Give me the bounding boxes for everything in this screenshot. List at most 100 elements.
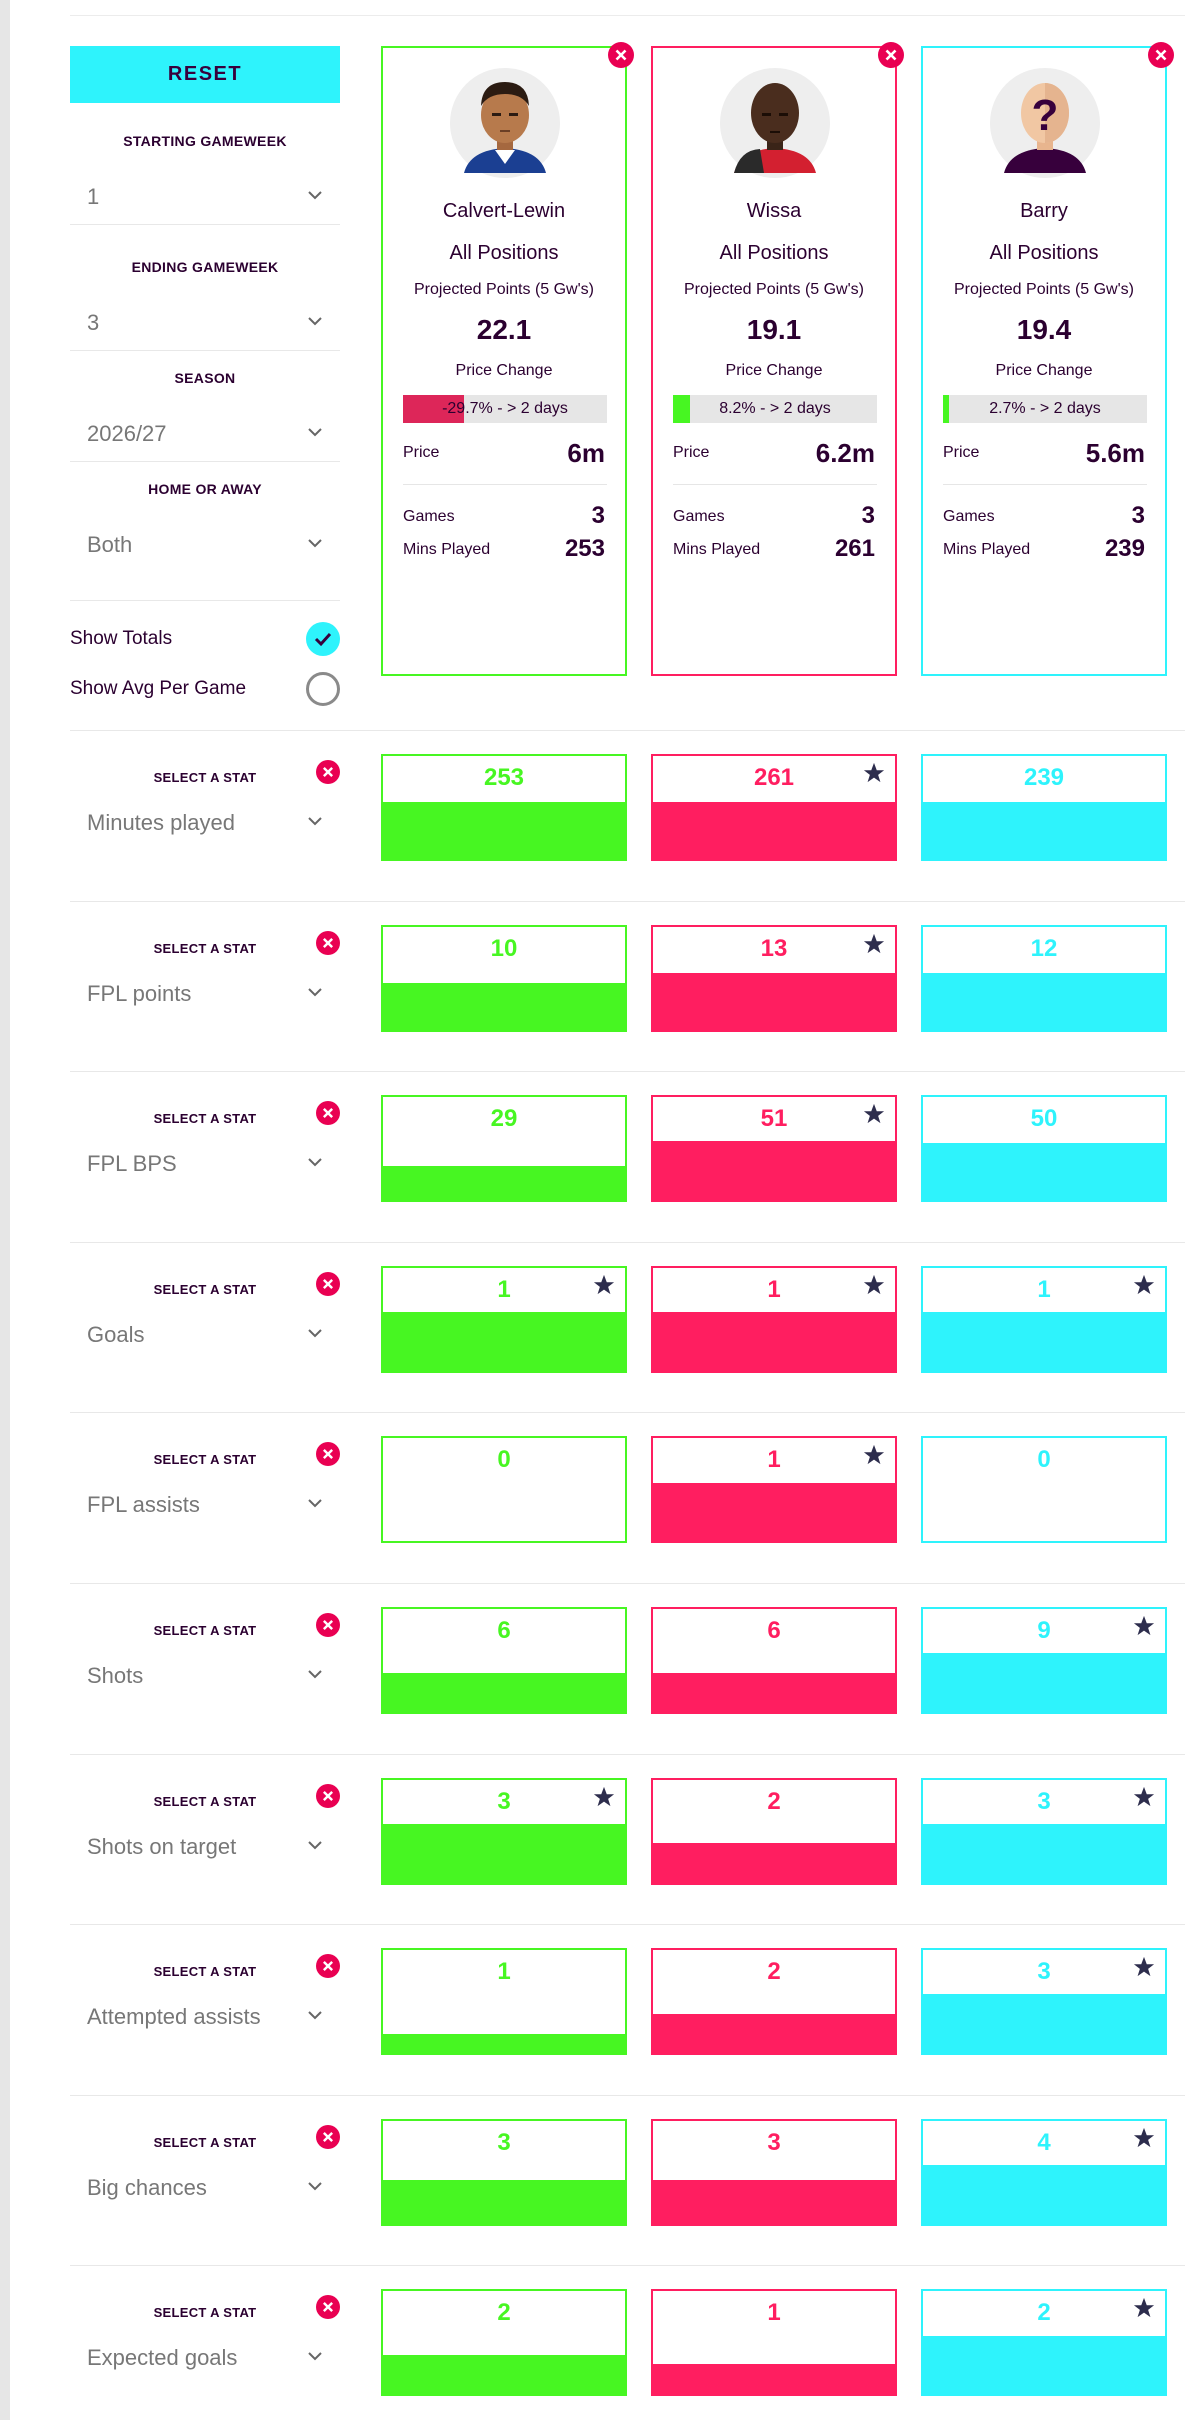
- price-label: Price: [403, 444, 440, 461]
- star-icon: [863, 933, 885, 955]
- ending-gameweek-value: 3: [87, 310, 100, 335]
- card-divider: [673, 484, 877, 485]
- stat-select[interactable]: Attempted assists: [70, 1996, 340, 2036]
- remove-stat-icon[interactable]: [316, 1954, 340, 1979]
- stat-value: 50: [1030, 1105, 1058, 1133]
- remove-player-icon[interactable]: [608, 42, 634, 68]
- remove-stat-icon[interactable]: [316, 1271, 340, 1296]
- stat-value-box: 0: [381, 1436, 627, 1544]
- stat-bar-fill: [383, 2179, 625, 2224]
- stat-value-box: 1: [381, 1265, 627, 1373]
- player-avatar: [450, 68, 560, 178]
- stat-value: 1: [767, 1446, 781, 1474]
- svg-text:?: ?: [1032, 91, 1059, 140]
- starting-gameweek-value: 1: [87, 184, 100, 209]
- starting-gameweek-select[interactable]: 1: [70, 172, 340, 220]
- player-name: Barry: [1020, 200, 1068, 222]
- star-icon: [863, 1444, 885, 1466]
- stat-select[interactable]: Big chances: [70, 2167, 340, 2207]
- reset-button[interactable]: RESET: [70, 46, 340, 103]
- show-avg-toggle[interactable]: Show Avg Per Game: [70, 672, 340, 708]
- stat-select[interactable]: FPL points: [70, 973, 340, 1013]
- stat-row-divider: [70, 1071, 1185, 1073]
- stat-value: 2: [767, 1787, 781, 1815]
- stat-value: 1: [767, 1275, 781, 1303]
- stat-value: 239: [1023, 764, 1065, 791]
- stat-value-box: 3: [921, 1948, 1167, 2056]
- remove-stat-icon[interactable]: [316, 2124, 340, 2149]
- stat-select[interactable]: FPL assists: [70, 1484, 340, 1524]
- ending-gameweek-label: ENDING GAMEWEEK: [131, 259, 279, 275]
- chevron-down-icon: [308, 817, 322, 826]
- stat-row-divider: [70, 2094, 1185, 2096]
- stat-value-box: 0: [921, 1436, 1167, 1544]
- remove-stat-icon[interactable]: [316, 760, 340, 784]
- show-totals-toggle[interactable]: Show Totals: [70, 622, 340, 658]
- stat-value: 6: [497, 1617, 511, 1644]
- card-divider: [403, 484, 607, 485]
- stat-select-value: Expected goals: [87, 2345, 238, 2371]
- remove-stat-icon[interactable]: [316, 2295, 340, 2320]
- radio-empty-icon[interactable]: [306, 672, 340, 706]
- star-icon: [1133, 2297, 1155, 2319]
- stat-value: 12: [1030, 934, 1058, 962]
- remove-stat-icon[interactable]: [316, 1613, 340, 1637]
- projected-points-value: 19.1: [746, 314, 802, 345]
- projected-points-label: Projected Points (5 Gw's): [413, 281, 594, 298]
- card-divider: [943, 484, 1147, 485]
- stat-select-value: FPL BPS: [87, 1151, 177, 1177]
- stat-select[interactable]: FPL BPS: [70, 1143, 340, 1183]
- mins-played-value: 239: [1104, 535, 1145, 562]
- stat-value-box: 1: [921, 1265, 1167, 1373]
- home-or-away-select[interactable]: Both: [70, 520, 340, 568]
- chevron-down-icon: [308, 987, 322, 997]
- chevron-down-icon: [308, 1840, 322, 1850]
- stat-select[interactable]: Minutes played: [70, 802, 340, 842]
- home-or-away-value: Both: [87, 532, 133, 557]
- stat-select[interactable]: Shots on target: [70, 1826, 340, 1866]
- stat-select[interactable]: Shots: [70, 1655, 340, 1695]
- select-stat-label: SELECT A STAT: [153, 1964, 257, 1980]
- stat-value: 3: [1037, 1787, 1051, 1815]
- mins-played-label: Mins Played: [673, 541, 761, 558]
- stat-value: 51: [760, 1105, 788, 1133]
- player-card: Calvert-Lewin All Positions Projected Po…: [381, 46, 627, 676]
- season-value: 2026/27: [87, 421, 167, 446]
- ending-gameweek-select[interactable]: 3: [70, 298, 340, 346]
- chevron-down-icon: [308, 2352, 322, 2361]
- stat-value: 1: [767, 2299, 781, 2327]
- remove-player-icon[interactable]: [1148, 42, 1174, 68]
- stat-row-divider: [70, 1412, 1185, 1414]
- page-left-edge: [0, 0, 10, 2420]
- stat-bar-fill: [653, 2363, 895, 2395]
- remove-stat-icon[interactable]: [316, 1783, 340, 1808]
- star-icon: [593, 1786, 615, 1808]
- price-change-fill: [943, 395, 949, 423]
- stat-value-box: 2: [921, 2289, 1167, 2397]
- stat-bar-fill: [923, 1994, 1165, 2054]
- checkmark-icon[interactable]: [306, 622, 340, 656]
- stat-select[interactable]: Expected goals: [70, 2337, 340, 2377]
- starting-gameweek-label: STARTING GAMEWEEK: [123, 133, 287, 149]
- top-divider: [70, 15, 1185, 16]
- price-change-label: Price Change: [725, 362, 823, 379]
- games-value: 3: [861, 502, 875, 529]
- season-label: SEASON: [174, 370, 236, 386]
- remove-stat-icon[interactable]: [316, 1442, 340, 1467]
- price-value: 5.6m: [1085, 438, 1145, 468]
- price-change-text: 8.2% - > 2 days: [719, 400, 831, 417]
- season-select[interactable]: 2026/27: [70, 409, 340, 457]
- select-stat-label: SELECT A STAT: [153, 2305, 257, 2321]
- remove-stat-icon[interactable]: [316, 1101, 340, 1126]
- stat-value-box: 3: [651, 2118, 897, 2226]
- games-value: 3: [1131, 502, 1145, 529]
- stat-value-box: 3: [921, 1777, 1167, 1885]
- stat-value: 2: [1037, 2299, 1051, 2327]
- remove-stat-icon[interactable]: [316, 930, 340, 955]
- select-stat-label: SELECT A STAT: [153, 1452, 257, 1468]
- stat-bar-fill: [923, 972, 1165, 1030]
- stat-select[interactable]: Goals: [70, 1314, 340, 1354]
- stat-value-box: 6: [651, 1607, 897, 1714]
- remove-player-icon[interactable]: [878, 42, 904, 68]
- stat-value-box: 2: [651, 1948, 897, 2056]
